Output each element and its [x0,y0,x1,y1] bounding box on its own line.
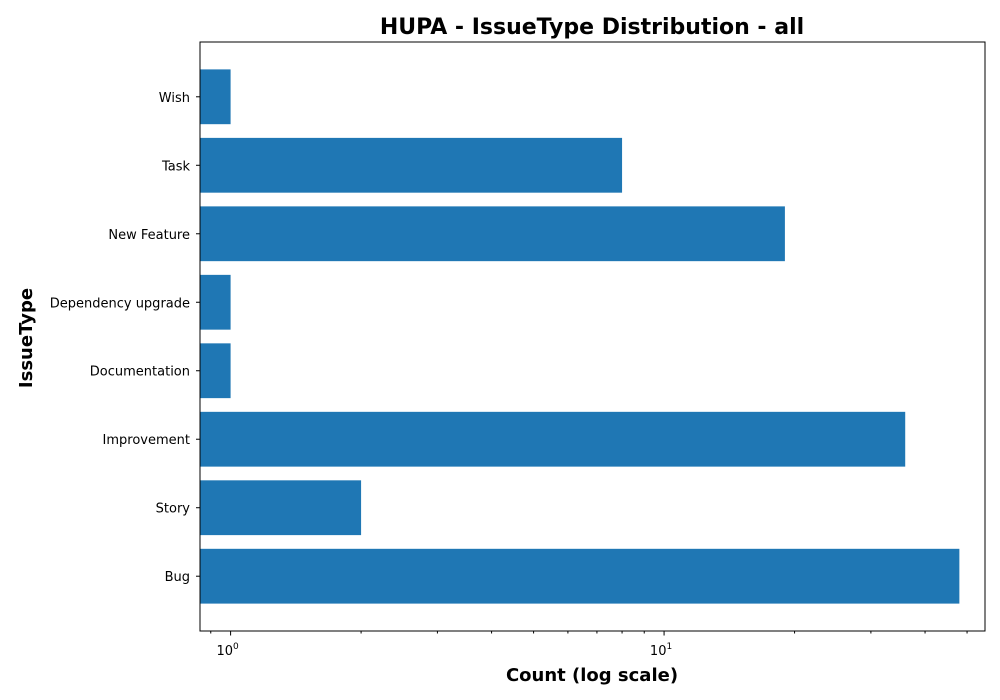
y-tick-label: Wish [159,91,190,106]
bar-bug [200,548,960,604]
bar-story [200,480,362,536]
x-tick-label: 101 [650,642,672,659]
x-axis-ticks: 100 101 [210,631,968,659]
bar-task [200,137,623,193]
x-axis-label: Count (log scale) [506,665,678,686]
bar-new-feature [200,206,785,262]
x-tick-label: 100 [216,642,239,659]
y-tick-label: Improvement [103,433,190,448]
y-axis-label: IssueType [16,288,37,388]
bar-improvement [200,411,906,467]
y-tick-label: Documentation [90,365,190,380]
y-tick-label: Task [161,159,191,174]
bar-wish [200,69,231,125]
y-tick-label: Story [156,502,191,517]
y-tick-label: New Feature [108,228,190,243]
y-axis-ticks: Bug Story Improvement Documentation Dependen… [50,91,200,585]
chart-title: HUPA - IssueType Distribution - all [380,15,804,40]
plot-frame [199,41,986,632]
bar-dependency-upgrade [200,274,231,330]
bars-group [200,69,960,604]
y-tick-label: Bug [165,570,190,585]
y-tick-label: Dependency upgrade [50,296,190,311]
bar-documentation [200,343,231,399]
